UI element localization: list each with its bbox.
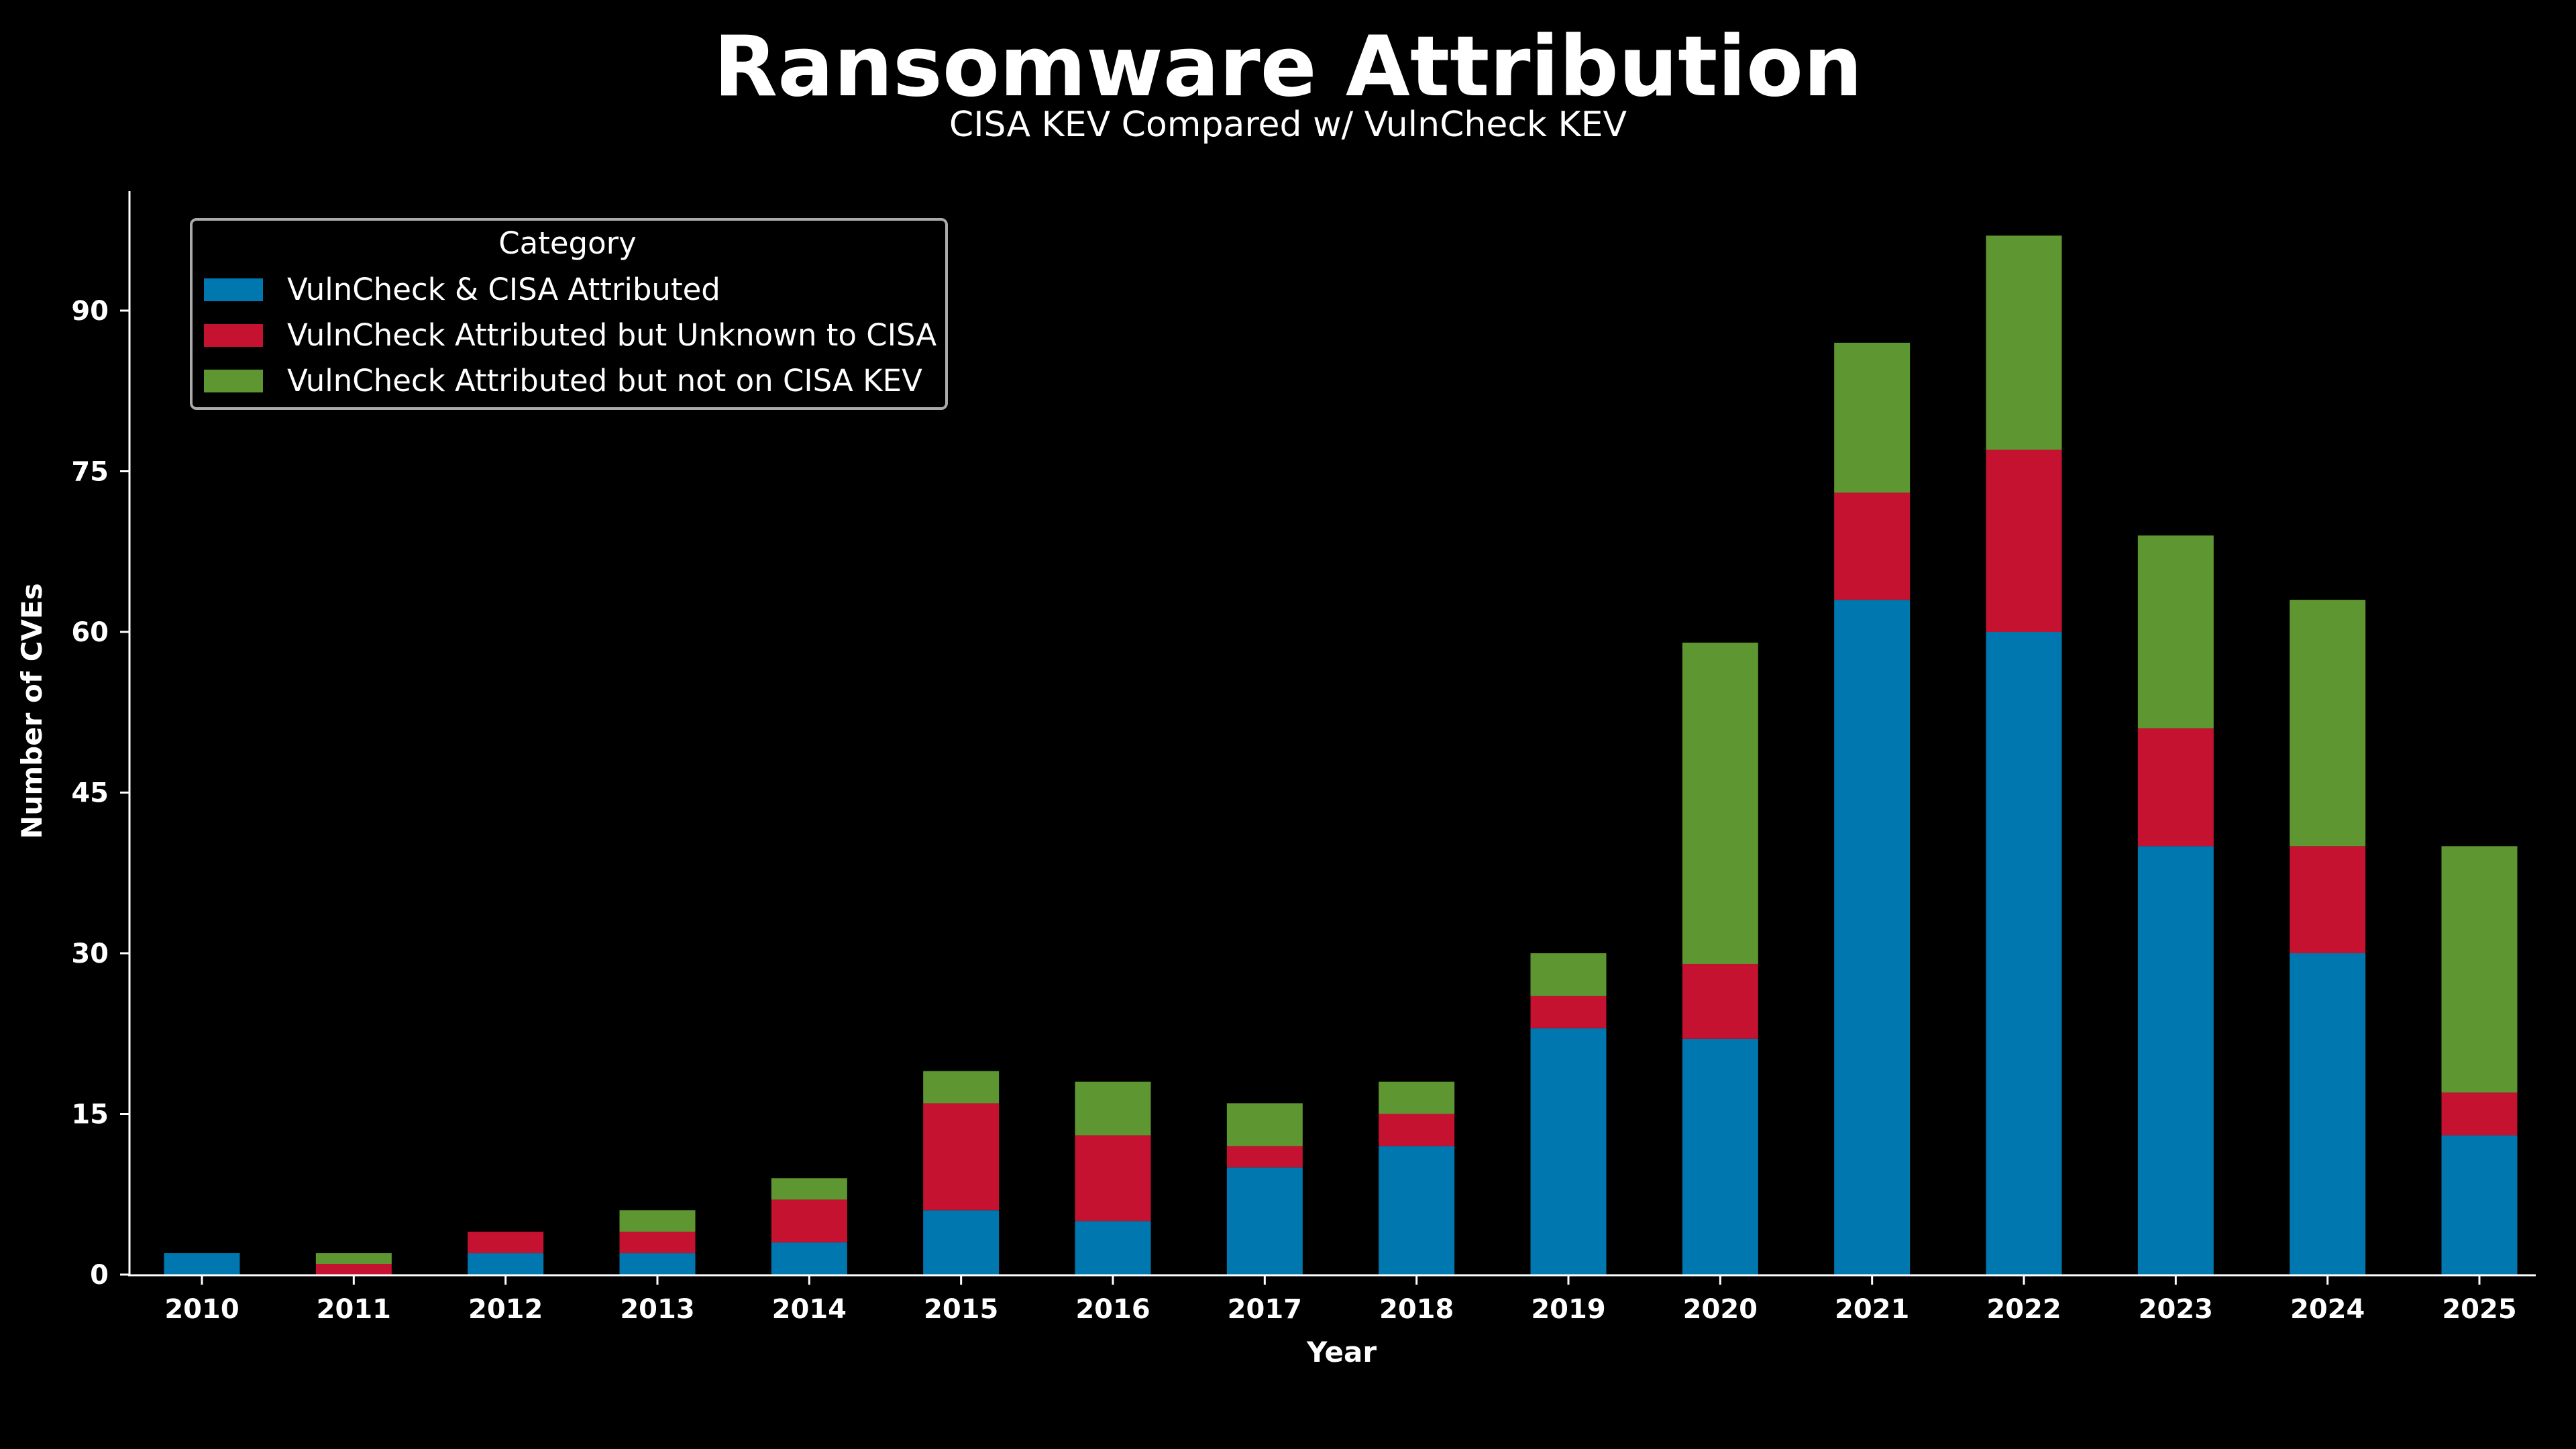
legend-swatch [204,278,263,301]
chart-title: Ransomware Attribution [714,19,1863,115]
legend-swatch [204,370,263,392]
bar-2017-series-1 [1226,1167,1303,1275]
bar-2020-series-2 [1682,963,1758,1039]
bar-2021-series-2 [1834,492,1911,600]
bar-2024-series-1 [2290,953,2366,1275]
bar-2024-series-2 [2290,846,2366,953]
x-tick-label: 2022 [1986,1294,2061,1325]
x-tick-label: 2017 [1228,1294,1302,1325]
bar-2014-series-2 [771,1199,847,1243]
legend-title: Category [498,225,637,261]
bar-2011-series-3 [315,1253,392,1265]
x-tick-label: 2015 [924,1294,998,1325]
y-axis-label: Number of CVEs [15,583,48,839]
x-tick-label: 2012 [468,1294,543,1325]
axes [128,191,2536,1277]
bar-2013-series-1 [619,1253,696,1275]
legend-swatch [204,324,263,347]
bar-2010-series-1 [164,1253,240,1275]
bar-2017-series-2 [1226,1146,1303,1168]
legend-label: VulnCheck & CISA Attributed [287,272,720,307]
x-tick-label: 2020 [1683,1294,1758,1325]
bar-2021-series-3 [1834,342,1911,493]
bar-2019-series-3 [1530,953,1607,996]
x-tick-label: 2014 [772,1294,847,1325]
bar-2021-series-1 [1834,600,1911,1275]
y-tick-label: 75 [71,457,109,488]
y-ticks: 0 15 30 45 60 75 90 [71,296,129,1291]
bar-2023-series-3 [2137,535,2214,729]
bar-2019-series-1 [1530,1028,1607,1275]
bar-2013-series-2 [619,1232,696,1254]
bar-2018-series-3 [1379,1081,1455,1114]
bar-2016-series-3 [1075,1081,1151,1136]
legend-box [190,218,948,410]
x-tick-label: 2016 [1075,1294,1150,1325]
bar-2016-series-2 [1075,1135,1151,1222]
y-tick-label: 0 [90,1260,109,1291]
bar-2024-series-3 [2290,600,2366,847]
bar-2018-series-2 [1379,1114,1455,1146]
x-tick-label: 2019 [1531,1294,1605,1325]
bar-2016-series-1 [1075,1221,1151,1275]
x-tick-label: 2013 [620,1294,694,1325]
y-tick-label: 15 [71,1099,109,1130]
bar-2012-series-2 [468,1232,544,1254]
bar-2018-series-1 [1379,1146,1455,1275]
bar-2015-series-1 [923,1210,1000,1275]
bar-2025-series-1 [2441,1135,2518,1275]
y-tick-label: 45 [71,778,109,809]
bar-2015-series-2 [923,1103,1000,1211]
x-tick-label: 2010 [164,1294,239,1325]
bar-2023-series-1 [2137,846,2214,1275]
x-axis-label: Year [1306,1336,1377,1368]
legend-label: VulnCheck Attributed but not on CISA KEV [287,363,922,398]
bar-2017-series-3 [1226,1103,1303,1146]
y-tick-label: 30 [71,938,109,969]
bar-2014-series-1 [771,1242,847,1275]
bar-2015-series-3 [923,1071,1000,1104]
bar-2022-series-1 [1986,632,2062,1275]
bar-2013-series-3 [619,1210,696,1232]
bars [164,235,2518,1275]
legend-label: VulnCheck Attributed but Unknown to CISA [287,317,936,353]
legend: Category VulnCheck & CISA Attributed Vuln… [190,218,948,410]
bar-2020-series-3 [1682,642,1758,964]
x-tick-label: 2018 [1379,1294,1454,1325]
bar-2012-series-1 [468,1253,544,1275]
x-ticks: 2010 2011 2012 2013 2014 2015 2016 2017 2018 2019… [164,1275,2517,1325]
bar-2022-series-3 [1986,235,2062,450]
bar-2022-series-2 [1986,449,2062,632]
chart-subtitle: CISA KEV Compared w/ VulnCheck KEV [949,105,1627,145]
bar-2025-series-2 [2441,1092,2518,1136]
x-tick-label: 2011 [317,1294,391,1325]
y-tick-label: 90 [71,296,109,327]
y-tick-label: 60 [71,617,109,648]
x-tick-label: 2021 [1835,1294,1909,1325]
bar-2023-series-2 [2137,728,2214,847]
bar-2025-series-3 [2441,846,2518,1093]
bar-2011-series-2 [315,1264,392,1275]
bar-2020-series-1 [1682,1038,1758,1275]
x-tick-label: 2024 [2290,1294,2365,1325]
bar-2014-series-3 [771,1178,847,1200]
bar-2019-series-2 [1530,996,1607,1028]
x-tick-label: 2023 [2139,1294,2213,1325]
x-tick-label: 2025 [2442,1294,2516,1325]
